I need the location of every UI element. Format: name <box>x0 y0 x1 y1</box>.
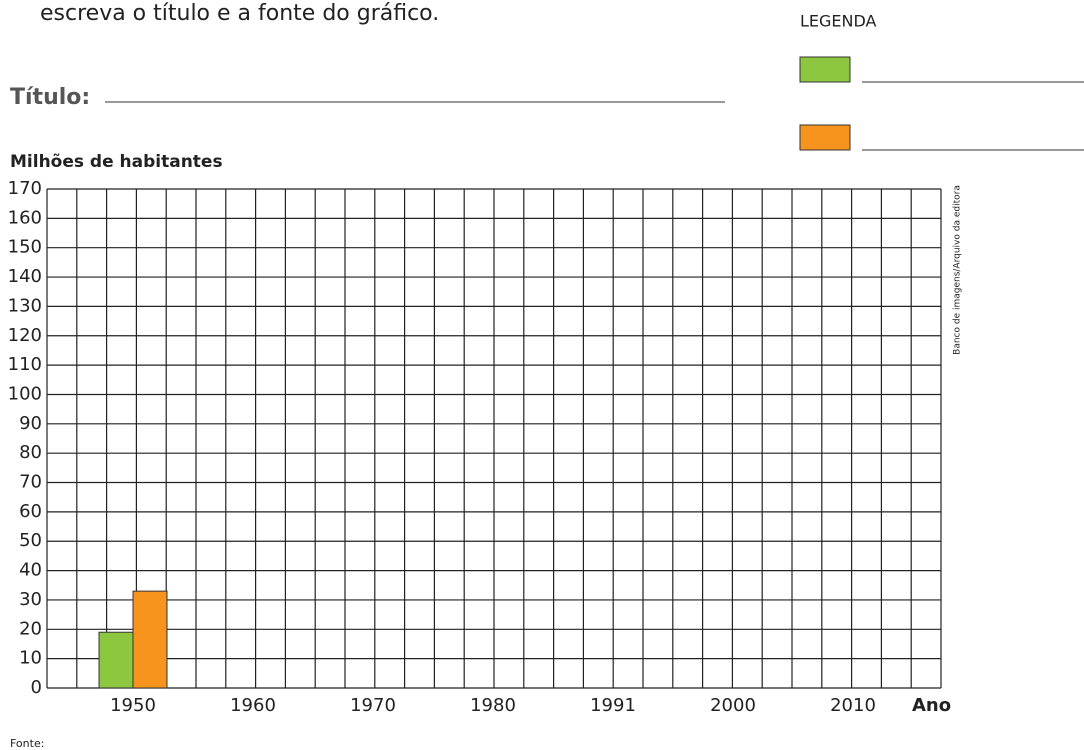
y-tick-label: 150 <box>8 237 42 258</box>
x-axis-label: Ano <box>912 695 951 716</box>
y-tick-label: 60 <box>19 501 42 522</box>
title-label: Título: <box>10 85 90 110</box>
x-tick-label: 1970 <box>350 695 396 716</box>
y-tick-label: 110 <box>8 354 42 375</box>
x-tick-label: 1960 <box>230 695 276 716</box>
legend-swatch <box>799 124 851 151</box>
y-tick-label: 160 <box>8 207 42 228</box>
y-axis-label: Milhões de habitantes <box>10 152 223 172</box>
legend-swatch <box>799 56 851 83</box>
y-tick-label: 100 <box>8 383 42 404</box>
y-tick-label: 90 <box>19 413 42 434</box>
y-tick-label: 0 <box>31 677 42 698</box>
y-tick-label: 130 <box>8 295 42 316</box>
x-tick-label: 1950 <box>110 695 156 716</box>
x-tick-label: 2000 <box>710 695 756 716</box>
source-label: Fonte: <box>10 737 44 750</box>
y-tick-label: 140 <box>8 266 42 287</box>
bar <box>132 590 168 689</box>
y-tick-label: 30 <box>19 589 42 610</box>
instruction: escreva o título e a fonte do gráfico. <box>40 1 439 26</box>
legend-label: LEGENDA <box>800 12 877 31</box>
y-tick-label: 80 <box>19 442 42 463</box>
x-tick-label: 2010 <box>830 695 876 716</box>
x-tick-label: 1980 <box>470 695 516 716</box>
bar <box>98 631 134 689</box>
credit: Banco de imagens/Arquivo da editora <box>953 185 963 355</box>
y-tick-label: 170 <box>8 178 42 199</box>
y-tick-label: 70 <box>19 472 42 493</box>
y-tick-label: 40 <box>19 560 42 581</box>
y-tick-label: 20 <box>19 618 42 639</box>
y-tick-label: 50 <box>19 530 42 551</box>
y-tick-label: 10 <box>19 648 42 669</box>
y-tick-label: 120 <box>8 325 42 346</box>
x-tick-label: 1991 <box>590 695 636 716</box>
